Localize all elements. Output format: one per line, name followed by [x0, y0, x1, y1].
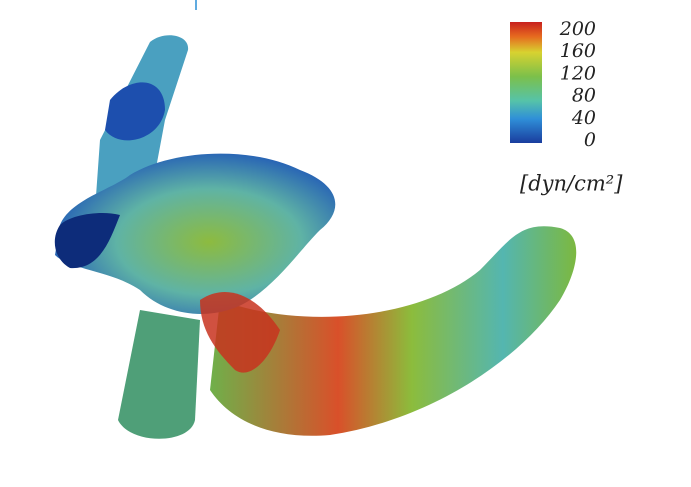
colorbar-unit: [dyn/cm²]	[520, 172, 623, 196]
colorbar-tick-label: 0	[584, 129, 596, 151]
figure: 20016012080400 [dyn/cm²]	[0, 0, 691, 487]
colorbar-tick-label: 80	[572, 85, 596, 107]
colorbar-tick-label: 160	[560, 40, 596, 62]
colorbar	[510, 22, 542, 143]
colorbar-tick-label: 120	[560, 62, 596, 84]
colorbar-tick-label: 40	[571, 107, 596, 129]
branch-lower	[118, 310, 200, 439]
colorbar-tick-label: 200	[559, 18, 596, 40]
